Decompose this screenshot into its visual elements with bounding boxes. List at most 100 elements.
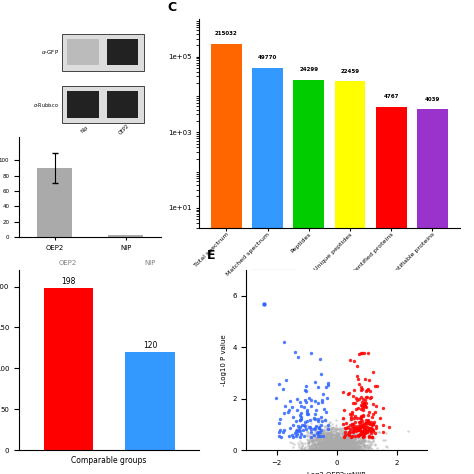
Point [311, 445, 319, 453]
Point [358, 437, 366, 444]
Point [301, 445, 309, 453]
Point [315, 440, 322, 448]
Point [319, 396, 326, 404]
Point [372, 402, 380, 410]
Point [333, 431, 340, 438]
Point [337, 446, 345, 454]
Point [356, 419, 364, 427]
Point [315, 429, 322, 437]
Point [335, 440, 343, 447]
Point [335, 426, 342, 433]
Point [346, 432, 354, 439]
Point [346, 438, 354, 446]
Point [306, 428, 314, 436]
Point [318, 370, 325, 378]
Point [349, 419, 357, 427]
Point [355, 432, 362, 440]
Point [337, 440, 345, 447]
Point [312, 447, 319, 454]
Point [296, 438, 304, 445]
Point [332, 446, 339, 453]
Point [335, 431, 343, 439]
Point [336, 443, 344, 451]
Point [357, 428, 365, 435]
Point [348, 438, 356, 445]
FancyBboxPatch shape [62, 34, 144, 71]
Point [341, 442, 349, 450]
Point [327, 437, 335, 444]
Point [359, 429, 366, 437]
Point [350, 443, 357, 451]
Point [284, 408, 292, 416]
Point [349, 400, 356, 407]
Point [286, 398, 294, 405]
Point [316, 416, 324, 423]
Point [344, 438, 352, 446]
Point [324, 441, 332, 448]
Point [336, 434, 344, 441]
Point [325, 441, 333, 449]
Point [324, 422, 331, 429]
Point [328, 430, 335, 438]
Point [336, 441, 343, 448]
Point [346, 445, 353, 452]
Point [326, 437, 334, 444]
Point [329, 441, 337, 449]
Point [316, 432, 323, 439]
Point [332, 443, 340, 451]
Point [363, 422, 370, 429]
Point [328, 439, 335, 447]
Point [371, 383, 379, 390]
Point [331, 438, 338, 445]
Point [334, 442, 342, 449]
Point [333, 431, 340, 439]
Point [321, 416, 329, 423]
Point [342, 433, 349, 441]
Point [365, 376, 373, 384]
Point [332, 445, 340, 452]
Point [315, 424, 322, 432]
Point [364, 385, 372, 392]
Point [337, 444, 345, 452]
Point [343, 443, 350, 451]
Point [318, 432, 326, 439]
Point [338, 442, 346, 449]
Point [351, 435, 358, 443]
Point [347, 444, 355, 451]
Point [312, 428, 319, 436]
Point [337, 437, 345, 444]
Point [338, 442, 346, 450]
Point [306, 444, 314, 452]
Point [328, 439, 336, 447]
Point [333, 438, 341, 446]
Point [296, 433, 304, 440]
Point [328, 436, 336, 443]
Text: 4767: 4767 [383, 94, 399, 99]
Point [306, 442, 313, 450]
Point [311, 424, 319, 432]
Point [320, 445, 328, 452]
Point [325, 445, 333, 452]
Point [324, 439, 331, 447]
Point [343, 444, 351, 452]
Point [311, 378, 319, 385]
Point [339, 444, 346, 452]
Point [275, 428, 283, 436]
Point [314, 438, 322, 446]
Point [350, 444, 357, 451]
Point [324, 432, 331, 439]
Point [322, 442, 329, 449]
Point [308, 349, 315, 357]
Point [332, 434, 339, 441]
Point [327, 444, 335, 452]
Point [293, 427, 301, 434]
Point [320, 430, 328, 438]
Point [340, 433, 347, 440]
Point [346, 410, 354, 418]
Point [344, 432, 352, 440]
Point [345, 445, 352, 452]
Point [327, 445, 334, 453]
Point [322, 438, 330, 446]
Point [316, 444, 324, 451]
Point [346, 444, 353, 451]
